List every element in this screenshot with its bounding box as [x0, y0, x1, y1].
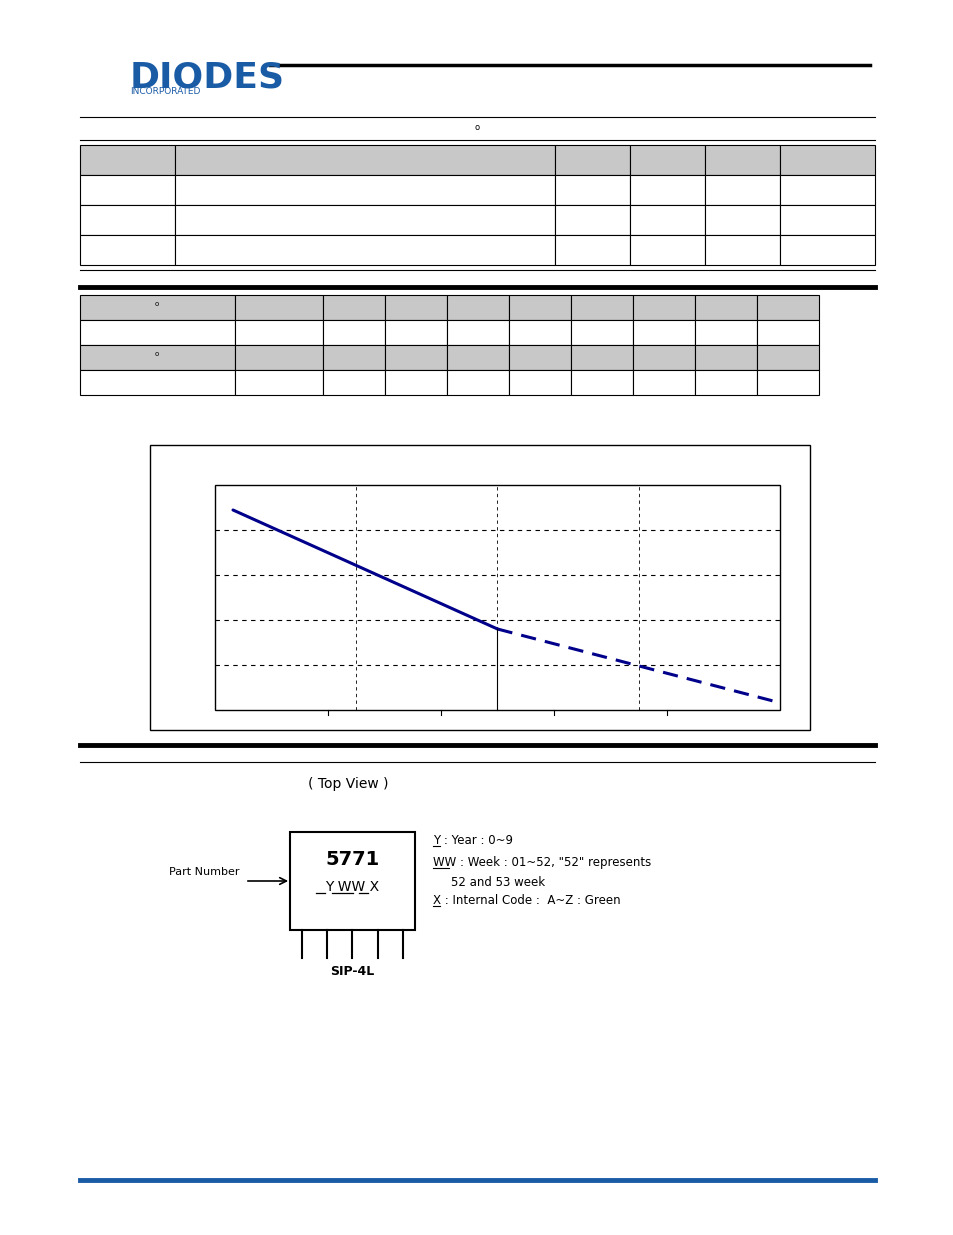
- Bar: [695, 295, 757, 320]
- Bar: [633, 320, 695, 345]
- Bar: [757, 370, 818, 395]
- Bar: [704, 144, 780, 175]
- Bar: [780, 205, 874, 235]
- Bar: [695, 370, 757, 395]
- Bar: [704, 205, 780, 235]
- Bar: [571, 320, 633, 345]
- Bar: [629, 235, 704, 266]
- Bar: [323, 370, 385, 395]
- Bar: [780, 175, 874, 205]
- Bar: [629, 175, 704, 205]
- Text: o: o: [154, 301, 159, 308]
- Bar: [385, 320, 447, 345]
- Bar: [323, 345, 385, 370]
- Bar: [509, 370, 571, 395]
- Bar: [571, 370, 633, 395]
- Bar: [555, 235, 629, 266]
- Bar: [80, 205, 174, 235]
- Bar: [80, 345, 234, 370]
- Text: Y WW X: Y WW X: [325, 881, 379, 894]
- Bar: [385, 345, 447, 370]
- Text: o: o: [474, 124, 479, 132]
- Bar: [385, 370, 447, 395]
- Bar: [234, 370, 323, 395]
- Bar: [234, 345, 323, 370]
- Bar: [174, 144, 555, 175]
- Bar: [633, 295, 695, 320]
- Bar: [704, 235, 780, 266]
- Bar: [234, 295, 323, 320]
- Bar: [214, 485, 780, 710]
- Bar: [174, 205, 555, 235]
- FancyArrowPatch shape: [248, 878, 286, 884]
- Bar: [234, 320, 323, 345]
- Text: X : Internal Code :  A~Z : Green: X : Internal Code : A~Z : Green: [433, 894, 620, 906]
- Text: 52 and 53 week: 52 and 53 week: [451, 876, 544, 889]
- Text: DIODES: DIODES: [130, 61, 285, 94]
- Bar: [80, 175, 174, 205]
- Bar: [447, 295, 509, 320]
- Bar: [780, 235, 874, 266]
- Bar: [174, 175, 555, 205]
- Bar: [629, 205, 704, 235]
- Bar: [555, 144, 629, 175]
- Text: Y : Year : 0~9: Y : Year : 0~9: [433, 834, 513, 847]
- Bar: [629, 144, 704, 175]
- Bar: [385, 295, 447, 320]
- Bar: [757, 345, 818, 370]
- Text: o: o: [154, 351, 159, 357]
- Bar: [80, 320, 234, 345]
- Text: ( Top View ): ( Top View ): [308, 777, 388, 790]
- Text: Part Number: Part Number: [170, 867, 240, 877]
- Bar: [633, 370, 695, 395]
- Bar: [555, 205, 629, 235]
- Bar: [174, 235, 555, 266]
- Bar: [80, 295, 234, 320]
- Bar: [323, 295, 385, 320]
- Bar: [704, 175, 780, 205]
- Bar: [80, 144, 174, 175]
- Bar: [150, 445, 809, 730]
- Text: SIP-4L: SIP-4L: [330, 965, 375, 978]
- Bar: [447, 320, 509, 345]
- Bar: [757, 320, 818, 345]
- Bar: [571, 295, 633, 320]
- Text: WW : Week : 01~52, "52" represents: WW : Week : 01~52, "52" represents: [433, 856, 651, 869]
- Bar: [757, 295, 818, 320]
- Bar: [509, 295, 571, 320]
- Bar: [290, 832, 415, 930]
- Bar: [80, 235, 174, 266]
- Bar: [555, 175, 629, 205]
- Bar: [633, 345, 695, 370]
- Bar: [509, 345, 571, 370]
- Bar: [695, 320, 757, 345]
- Bar: [571, 345, 633, 370]
- Bar: [780, 144, 874, 175]
- Bar: [509, 320, 571, 345]
- Bar: [80, 370, 234, 395]
- Text: INCORPORATED: INCORPORATED: [130, 86, 200, 96]
- Bar: [695, 345, 757, 370]
- Bar: [447, 370, 509, 395]
- Text: 5771: 5771: [325, 850, 379, 869]
- Bar: [323, 320, 385, 345]
- Bar: [447, 345, 509, 370]
